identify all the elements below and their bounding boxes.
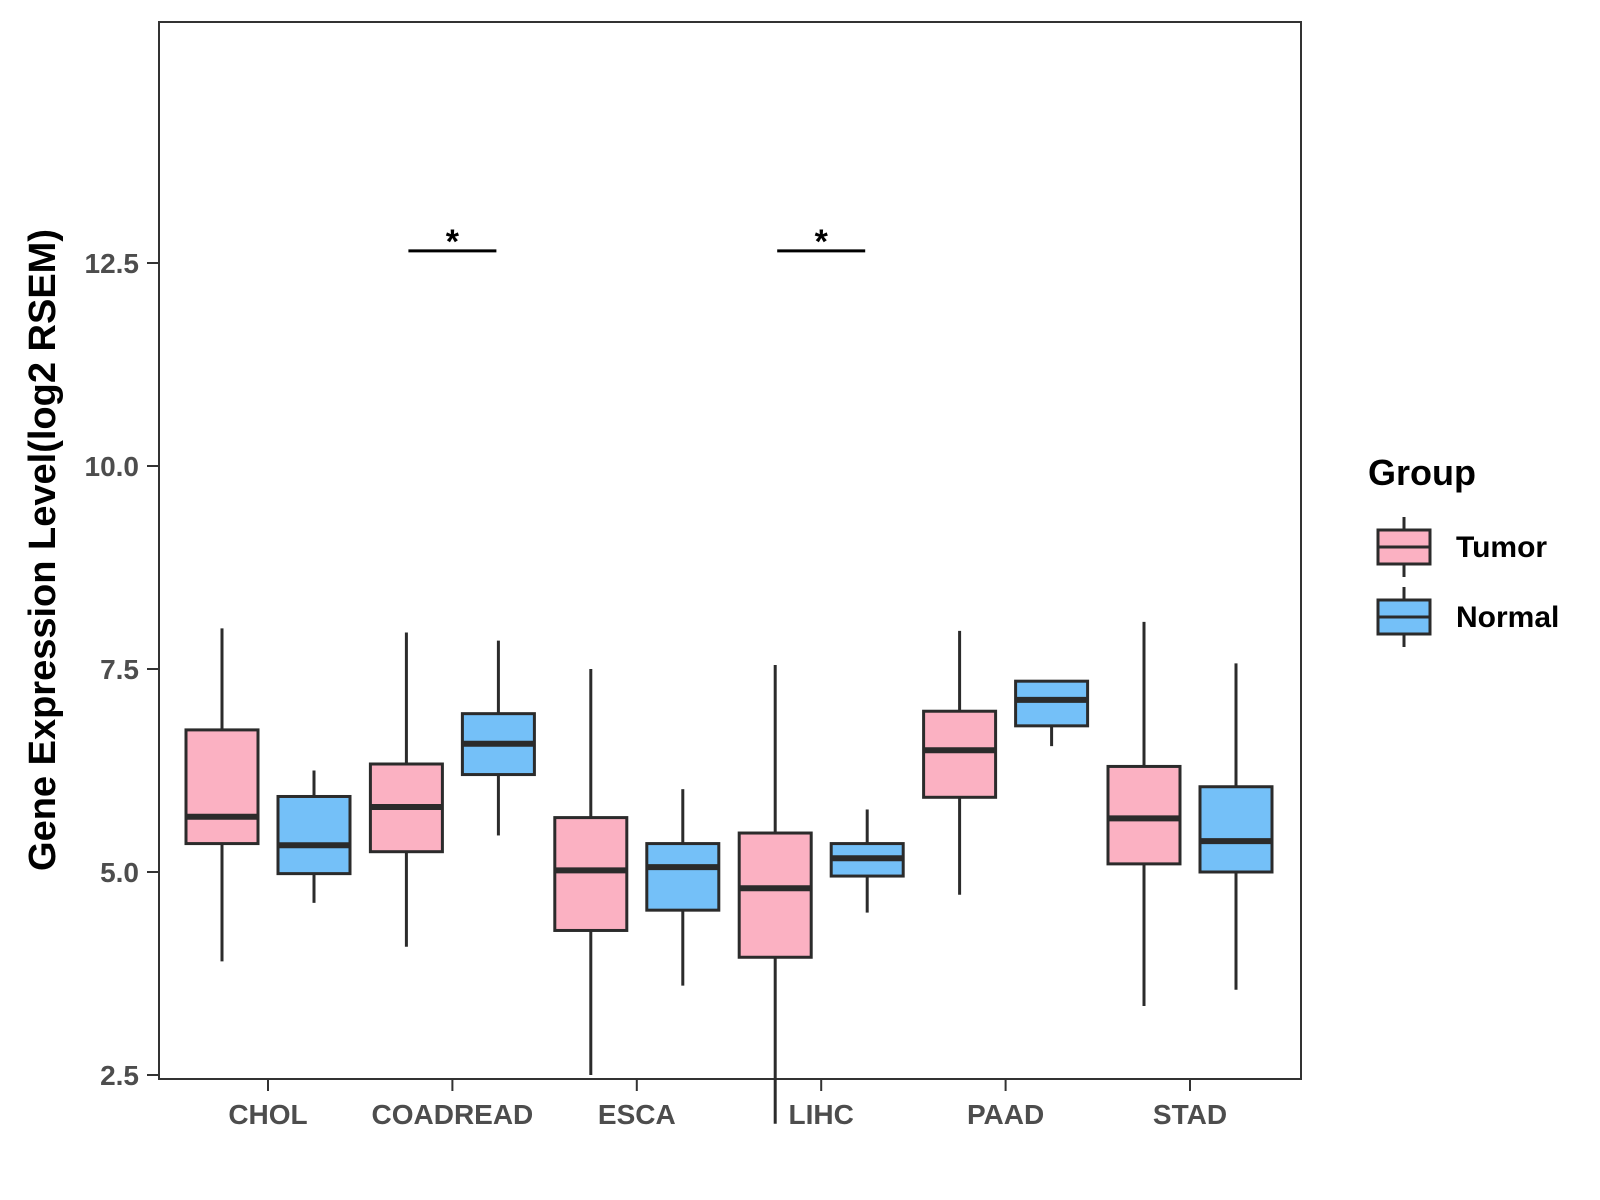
box-body <box>1198 785 1274 874</box>
box-tumor-chol <box>184 628 260 962</box>
legend-title: Group <box>1368 452 1476 493</box>
x-tick-label: PAAD <box>967 1099 1044 1130</box>
box-normal-esca <box>645 789 721 986</box>
significance-star: * <box>815 223 829 261</box>
box-body <box>184 728 260 846</box>
x-tick-label: CHOL <box>228 1099 307 1130</box>
legend-key-normal <box>1376 587 1432 647</box>
y-tick-label: 12.5 <box>85 248 140 279</box>
box-tumor-esca <box>553 669 629 1075</box>
box-body <box>276 794 352 876</box>
legend-label-tumor: Tumor <box>1456 531 1547 564</box>
x-tick-label: ESCA <box>598 1099 676 1130</box>
box-series <box>184 621 1274 1124</box>
y-axis-title: Gene Expression Level(log2 RSEM) <box>22 229 64 871</box>
box-normal-stad <box>1198 663 1274 990</box>
box-normal-paad <box>1014 679 1090 747</box>
box-tumor-coadread <box>368 632 444 947</box>
y-tick-label: 7.5 <box>100 654 139 685</box>
x-tick-label: STAD <box>1153 1099 1227 1130</box>
box-normal-coadread <box>460 640 536 836</box>
x-tick-label: LIHC <box>789 1099 854 1130</box>
box-body <box>645 842 721 912</box>
legend-label-normal: Normal <box>1456 601 1559 634</box>
legend-key-tumor <box>1376 517 1432 577</box>
x-axis: CHOL COADREAD ESCA LIHC PAAD STAD <box>228 1079 1227 1130</box>
box-tumor-paad <box>922 630 998 895</box>
significance-annotations: * * <box>408 223 866 261</box>
significance-star: * <box>446 223 460 261</box>
box-body <box>1014 679 1090 728</box>
box-body <box>1106 764 1182 866</box>
y-tick-label: 2.5 <box>100 1060 139 1091</box>
box-tumor-lihc <box>737 664 813 1124</box>
box-body <box>922 709 998 799</box>
y-tick-label: 5.0 <box>100 857 139 888</box>
x-tick-label: COADREAD <box>372 1099 534 1130</box>
box-body <box>737 831 813 959</box>
plot-panel-border <box>158 21 1302 1080</box>
box-normal-lihc <box>829 809 905 913</box>
box-tumor-stad <box>1106 621 1182 1006</box>
y-axis: 2.5 5.0 7.5 10.0 12.5 <box>85 248 159 1091</box>
legend: Group Tumor Normal <box>1368 452 1559 647</box>
box-normal-chol <box>276 770 352 903</box>
box-body <box>553 816 629 932</box>
y-tick-label: 10.0 <box>85 451 140 482</box>
